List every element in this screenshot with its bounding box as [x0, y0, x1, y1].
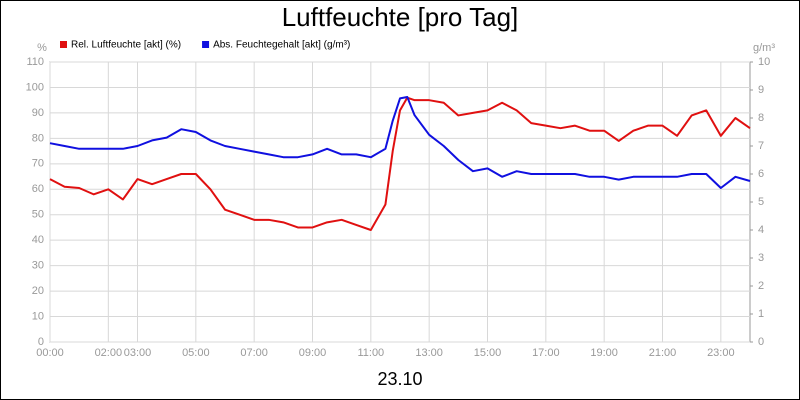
- x-tick-label: 21:00: [649, 347, 677, 359]
- y2-tick-label: 6: [758, 168, 764, 180]
- y-tick-label: 20: [32, 285, 44, 297]
- y-tick-label: 10: [32, 310, 44, 322]
- x-tick-label: 09:00: [299, 347, 327, 359]
- x-tick-label: 13:00: [415, 347, 443, 359]
- legend-label: Abs. Feuchtegehalt [akt] (g/m³): [213, 40, 350, 51]
- y-tick-label: 70: [32, 158, 44, 170]
- y2-tick-label: 7: [758, 140, 764, 152]
- y-axis-label: %: [37, 42, 47, 54]
- y-tick-label: 30: [32, 260, 44, 272]
- y2-tick-label: 4: [758, 224, 764, 236]
- y2-tick-label: 10: [758, 56, 770, 68]
- data-line: [49, 96, 751, 189]
- x-tick-label: 02:00: [95, 347, 123, 359]
- x-tick-label: 23:00: [707, 347, 735, 359]
- x-axis-label: 23.10: [377, 369, 422, 389]
- legend-swatch: [60, 41, 67, 48]
- y-tick-label: 40: [32, 234, 44, 246]
- x-tick-label: 05:00: [182, 347, 210, 359]
- y-tick-label: 110: [26, 56, 44, 68]
- y-tick-label: 100: [26, 81, 44, 93]
- y-tick-label: 90: [32, 107, 44, 119]
- y2-tick-label: 9: [758, 84, 764, 96]
- x-tick-label: 15:00: [474, 347, 502, 359]
- chart-title: Luftfeuchte [pro Tag]: [282, 2, 519, 32]
- plot-area: [49, 61, 751, 343]
- y2-tick-label: 0: [758, 336, 764, 348]
- y2-tick-label: 3: [758, 252, 764, 264]
- legend-label: Rel. Luftfeuchte [akt] (%): [71, 40, 181, 51]
- y2-axis-label: g/m³: [753, 42, 775, 54]
- y2-tick-label: 2: [758, 280, 764, 292]
- y-tick-label: 0: [38, 336, 44, 348]
- y-tick-label: 80: [32, 132, 44, 144]
- x-tick-label: 19:00: [590, 347, 618, 359]
- y-tick-label: 50: [32, 209, 44, 221]
- y2-tick-label: 5: [758, 196, 764, 208]
- y-tick-label: 60: [32, 183, 44, 195]
- x-tick-label: 11:00: [357, 347, 384, 359]
- y2-tick-label: 8: [758, 112, 764, 124]
- data-line: [49, 96, 751, 231]
- x-tick-label: 03:00: [124, 347, 152, 359]
- x-tick-label: 07:00: [240, 347, 268, 359]
- legend-swatch: [202, 41, 210, 48]
- y2-tick-label: 1: [758, 308, 764, 320]
- x-tick-label: 17:00: [532, 347, 560, 359]
- x-tick-label: 00:00: [36, 347, 64, 359]
